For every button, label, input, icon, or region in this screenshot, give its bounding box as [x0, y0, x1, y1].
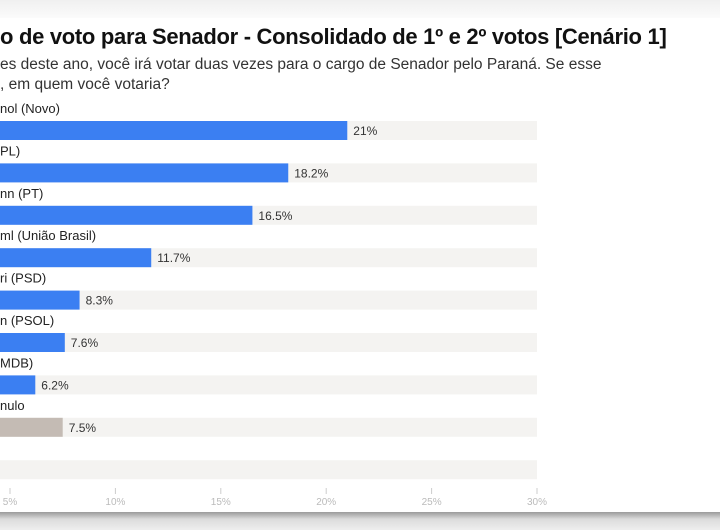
bar	[0, 333, 65, 352]
category-label: MDB)	[0, 355, 33, 370]
value-label: 8.3%	[86, 294, 114, 308]
chart-card: o de voto para Senador - Consolidado de …	[0, 20, 720, 514]
category-label: nulo	[0, 398, 25, 413]
bar	[0, 375, 36, 395]
bar	[0, 417, 63, 437]
bar-track	[0, 290, 537, 310]
bar	[0, 290, 80, 310]
category-label: ri (PSD)	[0, 271, 46, 286]
bar-track	[0, 375, 537, 395]
x-tick-label: 15%	[211, 497, 231, 508]
bar-chart: nol (Novo) 21% PL) 18.2% nn (PT) 16.5% ml (Uni…	[0, 101, 547, 508]
category-label: ml (União Brasil)	[0, 228, 96, 243]
category-label: PL)	[0, 143, 20, 158]
window-bottom-shadow	[0, 512, 720, 530]
value-label: 7.5%	[69, 421, 97, 435]
category-label: nn (PT)	[0, 186, 43, 201]
x-tick-label: 30%	[527, 497, 547, 508]
value-label: 6.2%	[41, 378, 69, 392]
bar	[0, 205, 253, 225]
bar-track	[0, 333, 537, 352]
bar	[0, 121, 348, 140]
bar-track	[0, 417, 537, 437]
x-tick-label: 20%	[316, 497, 336, 508]
chart-subtitle-line-2: , em quem você votaria?	[0, 76, 170, 93]
bar	[0, 163, 289, 183]
chart-title: o de voto para Senador - Consolidado de …	[0, 24, 667, 49]
value-label: 21%	[353, 124, 377, 138]
x-tick-label: 5%	[3, 497, 18, 508]
window-top-band	[0, 0, 720, 18]
bar-track	[0, 460, 537, 480]
x-tick-label: 25%	[422, 497, 442, 508]
value-label: 7.6%	[71, 336, 99, 350]
category-label: nol (Novo)	[0, 101, 60, 116]
value-label: 16.5%	[258, 209, 292, 223]
category-label: n (PSOL)	[0, 313, 54, 328]
value-label: 11.7%	[157, 251, 190, 265]
bar	[0, 248, 152, 268]
value-label: 18.2%	[294, 166, 328, 180]
chart-subtitle-line-1: es deste ano, você irá votar duas vezes …	[0, 56, 602, 73]
x-tick-label: 10%	[105, 497, 125, 508]
